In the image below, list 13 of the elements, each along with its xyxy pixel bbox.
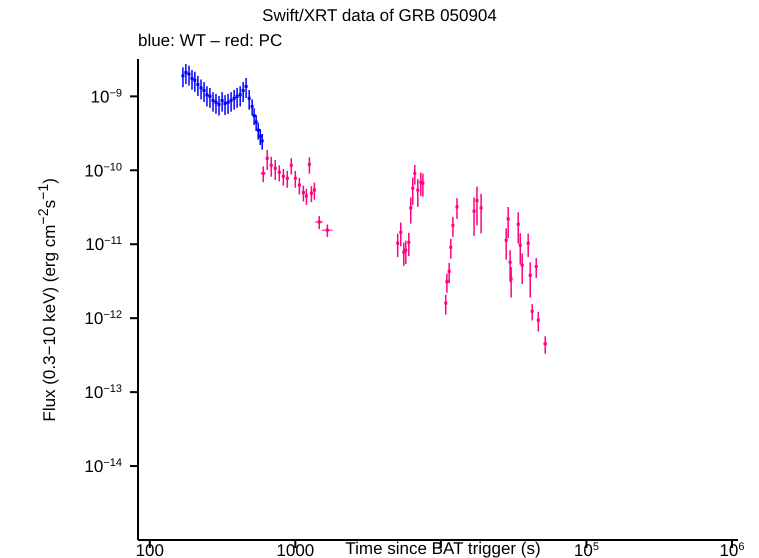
x-tick-label: 10$^{6}$ <box>719 541 744 558</box>
y-tick-label: 10$^{−14}$ <box>84 457 122 476</box>
x-tick-label: 10$^{5}$ <box>574 541 599 558</box>
x-tick-label: 1000 <box>276 541 314 558</box>
y-tick-label: 10$^{−13}$ <box>84 383 122 402</box>
y-tick-label: 10$^{−10}$ <box>84 161 122 180</box>
y-tick-label: 10$^{−9}$ <box>90 87 122 106</box>
x-tick-label: 100 <box>136 541 164 558</box>
x-axis-title: Time since BAT trigger (s) <box>345 539 541 558</box>
chart-subtitle: blue: WT – red: PC <box>138 31 282 51</box>
y-tick-label: 10$^{−11}$ <box>85 235 122 254</box>
chart-title: Swift/XRT data of GRB 050904 <box>261 6 498 26</box>
y-tick-label: 10$^{−12}$ <box>84 309 122 328</box>
